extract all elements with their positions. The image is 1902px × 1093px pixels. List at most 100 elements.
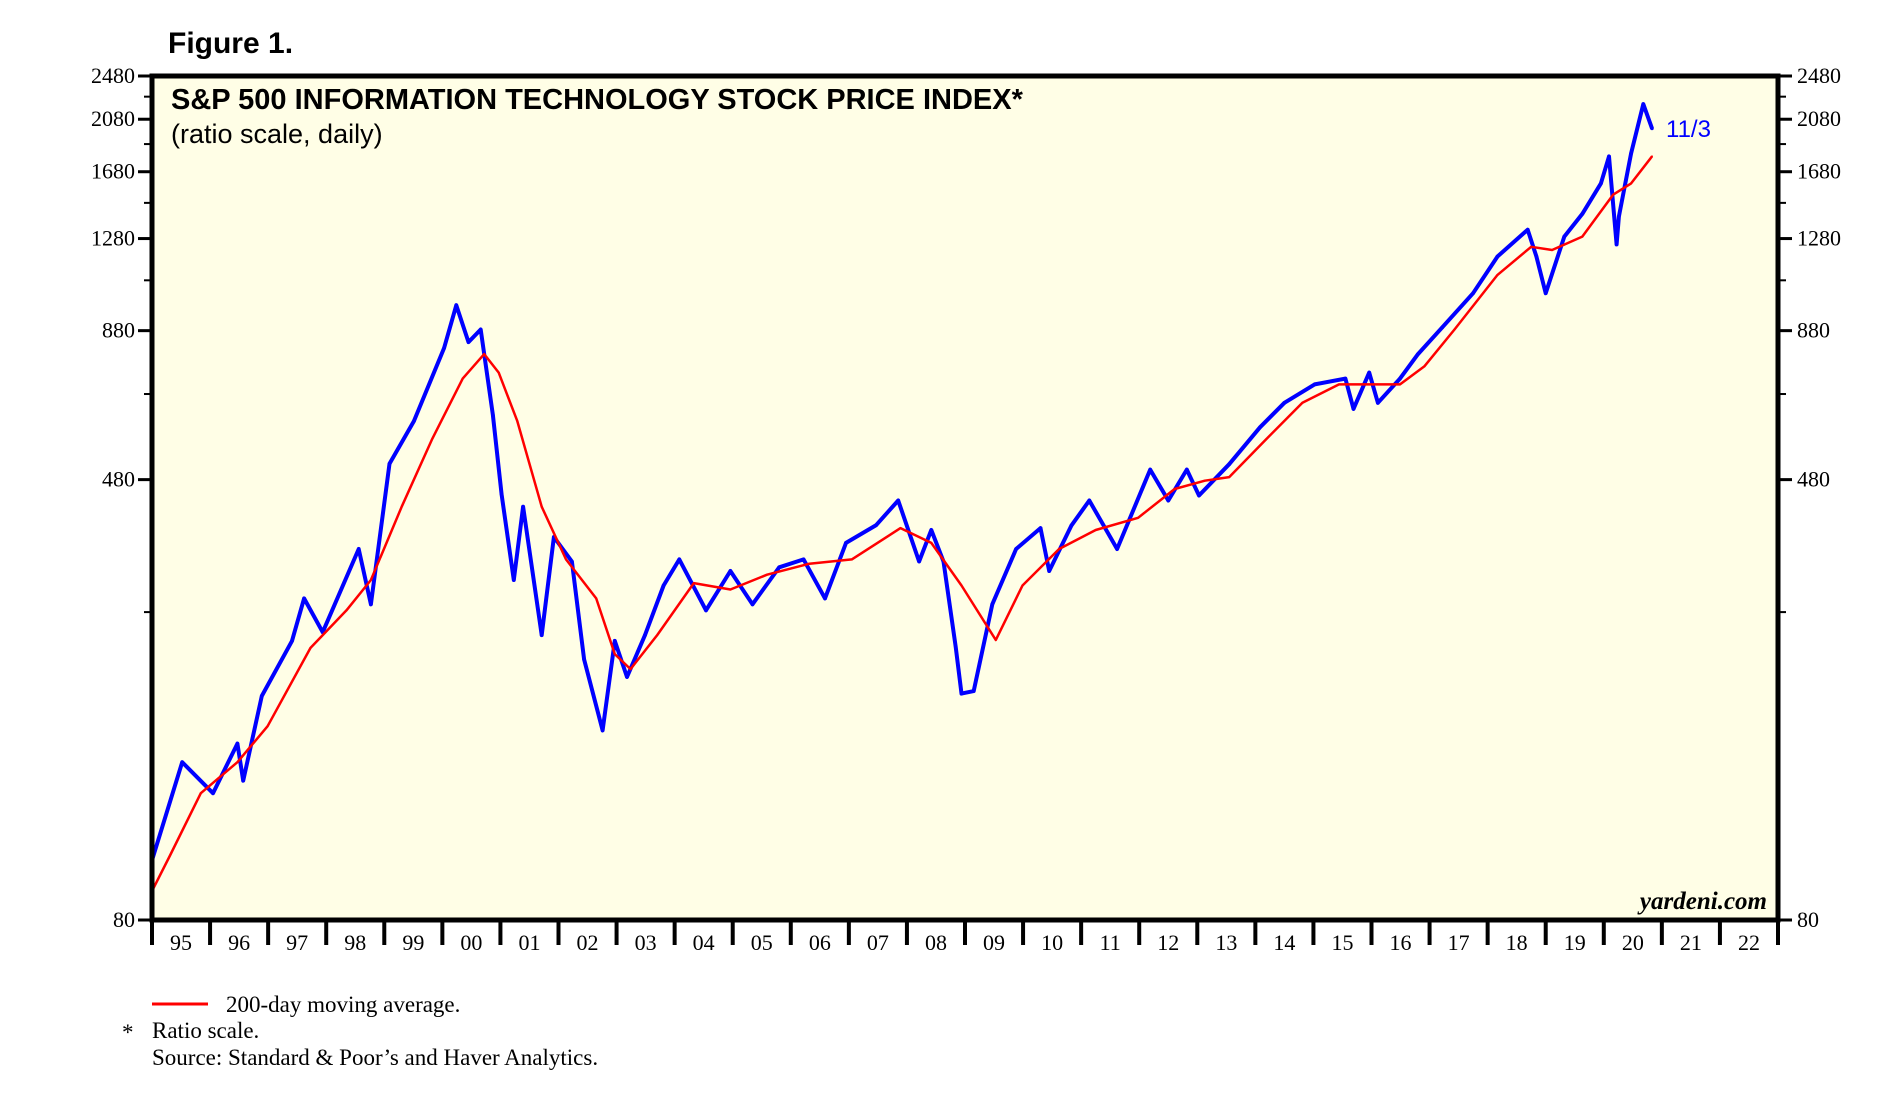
x-tick-label: 98 [344, 930, 366, 955]
data-point-ma200 [430, 438, 433, 441]
data-point-price [953, 645, 958, 649]
data-point-price [728, 569, 733, 573]
data-point-price [1580, 212, 1585, 216]
data-point-ma200 [266, 725, 269, 728]
y-tick-label-right: 80 [1797, 907, 1819, 932]
data-point-ma200 [729, 588, 732, 591]
data-point-price [1185, 467, 1189, 472]
x-tick-label: 01 [518, 930, 540, 955]
chart-title: S&P 500 INFORMATION TECHNOLOGY STOCK PRI… [171, 84, 1024, 116]
series-line-ma200 [150, 155, 1653, 892]
y-tick-label-right: 880 [1797, 318, 1830, 343]
data-point-price [1258, 425, 1262, 430]
data-point-price [844, 541, 848, 545]
data-point-price [1543, 291, 1548, 295]
data-point-price [356, 547, 361, 551]
x-tick-label: 14 [1273, 930, 1295, 955]
x-tick-label: 12 [1157, 930, 1179, 955]
data-point-price [959, 691, 964, 696]
data-point-ma200 [1301, 401, 1304, 404]
data-point-ma200 [1368, 383, 1371, 386]
y-tick-label-left: 2480 [91, 63, 135, 88]
watermark: yardeni.com [1637, 888, 1767, 915]
data-point-price [1282, 401, 1287, 405]
data-point-price [369, 602, 373, 607]
x-tick-label: 16 [1390, 930, 1412, 955]
x-tick-label: 17 [1448, 930, 1470, 955]
data-point-ma200 [169, 854, 172, 857]
data-point-price [704, 608, 708, 613]
y-tick-label-left: 880 [102, 318, 135, 343]
data-point-ma200 [1021, 584, 1024, 587]
data-point-ma200 [808, 562, 811, 565]
data-point-ma200 [994, 638, 997, 641]
data-point-price [1495, 254, 1500, 259]
data-point-price [1398, 376, 1402, 381]
data-point-ma200 [1630, 182, 1633, 185]
data-point-price [539, 633, 544, 637]
data-point-price [259, 694, 264, 698]
x-tick-label: 19 [1564, 930, 1586, 955]
data-point-price [180, 760, 184, 765]
data-point-price [442, 346, 446, 350]
data-point-price [387, 461, 392, 466]
data-point-price [874, 523, 878, 527]
data-point-ma200 [850, 558, 853, 561]
data-point-price [896, 498, 901, 503]
data-point-price [1471, 291, 1475, 295]
data-point-price [990, 602, 995, 607]
data-point-ma200 [1581, 235, 1584, 238]
data-point-ma200 [309, 646, 312, 649]
x-tick-label: 08 [925, 930, 947, 955]
x-tick-label: 97 [286, 930, 308, 955]
plot-frame [149, 73, 1781, 923]
data-point-price [1367, 370, 1371, 375]
data-point-price [466, 340, 471, 344]
data-point-price [491, 413, 495, 417]
x-tick-label: 13 [1215, 930, 1237, 955]
data-point-price [661, 583, 666, 588]
x-tick-label: 00 [460, 930, 482, 955]
data-point-price [1650, 126, 1654, 131]
data-point-ma200 [765, 573, 768, 576]
data-point-ma200 [1264, 438, 1267, 441]
data-point-price [1069, 523, 1074, 528]
data-point-price [1416, 352, 1420, 356]
x-tick-label: 22 [1738, 930, 1760, 955]
data-point-ma200 [565, 558, 568, 561]
data-point-price [777, 565, 781, 570]
data-point-price [1614, 242, 1619, 247]
data-point-price [1617, 214, 1621, 219]
data-point-price [677, 557, 682, 562]
data-point-price [1629, 151, 1633, 156]
x-tick-label: 07 [867, 930, 889, 955]
chart-subtitle: (ratio scale, daily) [171, 119, 383, 149]
data-point-ma200 [461, 377, 464, 380]
data-point-price [801, 557, 806, 562]
data-point-ma200 [497, 371, 500, 374]
data-point-ma200 [960, 584, 963, 587]
legend-label-ma200: 200-day moving average. [226, 992, 460, 1017]
plot-area [152, 76, 1778, 920]
data-point-price [499, 492, 504, 497]
y-tick-label-left: 1280 [91, 226, 135, 251]
data-point-price [1562, 234, 1567, 239]
data-point-ma200 [629, 668, 632, 671]
footnote-ratio-scale: Ratio scale. [152, 1018, 259, 1043]
x-tick-label: 20 [1622, 930, 1644, 955]
data-point-price [1641, 102, 1646, 106]
figure-label: Figure 1. [168, 27, 293, 60]
data-point-price [290, 639, 294, 643]
data-point-ma200 [1137, 516, 1140, 519]
data-point-ma200 [1551, 248, 1554, 251]
data-point-ma200 [1337, 383, 1340, 386]
data-point-ma200 [236, 761, 239, 764]
data-point-price [412, 419, 416, 423]
data-point-price [971, 689, 976, 693]
y-tick-label-left: 480 [102, 467, 135, 492]
x-tick-label: 06 [809, 930, 831, 955]
data-point-price [511, 578, 516, 582]
data-point-ma200 [369, 579, 372, 582]
data-point-ma200 [1496, 273, 1499, 276]
